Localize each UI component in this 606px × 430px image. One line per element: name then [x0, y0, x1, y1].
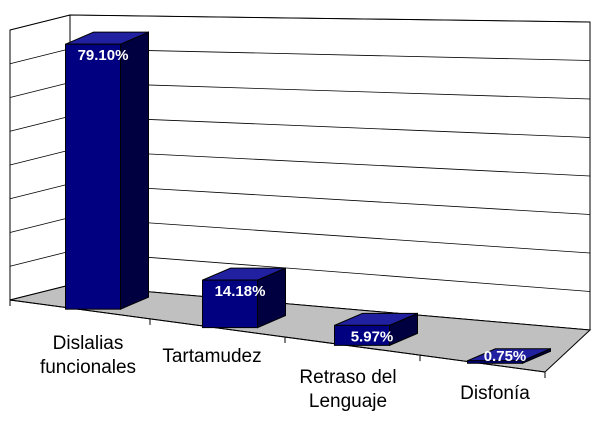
x-tick-label: Tartamudez — [162, 346, 262, 367]
value-label: 5.97% — [351, 328, 394, 345]
x-tick-label: Retraso del Lenguaje — [299, 367, 397, 412]
grid-line — [9, 14, 591, 31]
value-label: 79.10% — [78, 47, 129, 64]
bar — [202, 279, 258, 329]
x-axis — [9, 299, 546, 373]
bar — [65, 43, 121, 310]
x-tick-label: Disfonía — [460, 383, 530, 404]
bar — [467, 360, 523, 364]
bar — [334, 324, 390, 346]
bar-side — [120, 31, 149, 310]
value-label: 0.75% — [484, 348, 527, 365]
value-label: 14.18% — [215, 283, 266, 300]
x-tick-label: Dislalias funcionales — [39, 333, 137, 378]
